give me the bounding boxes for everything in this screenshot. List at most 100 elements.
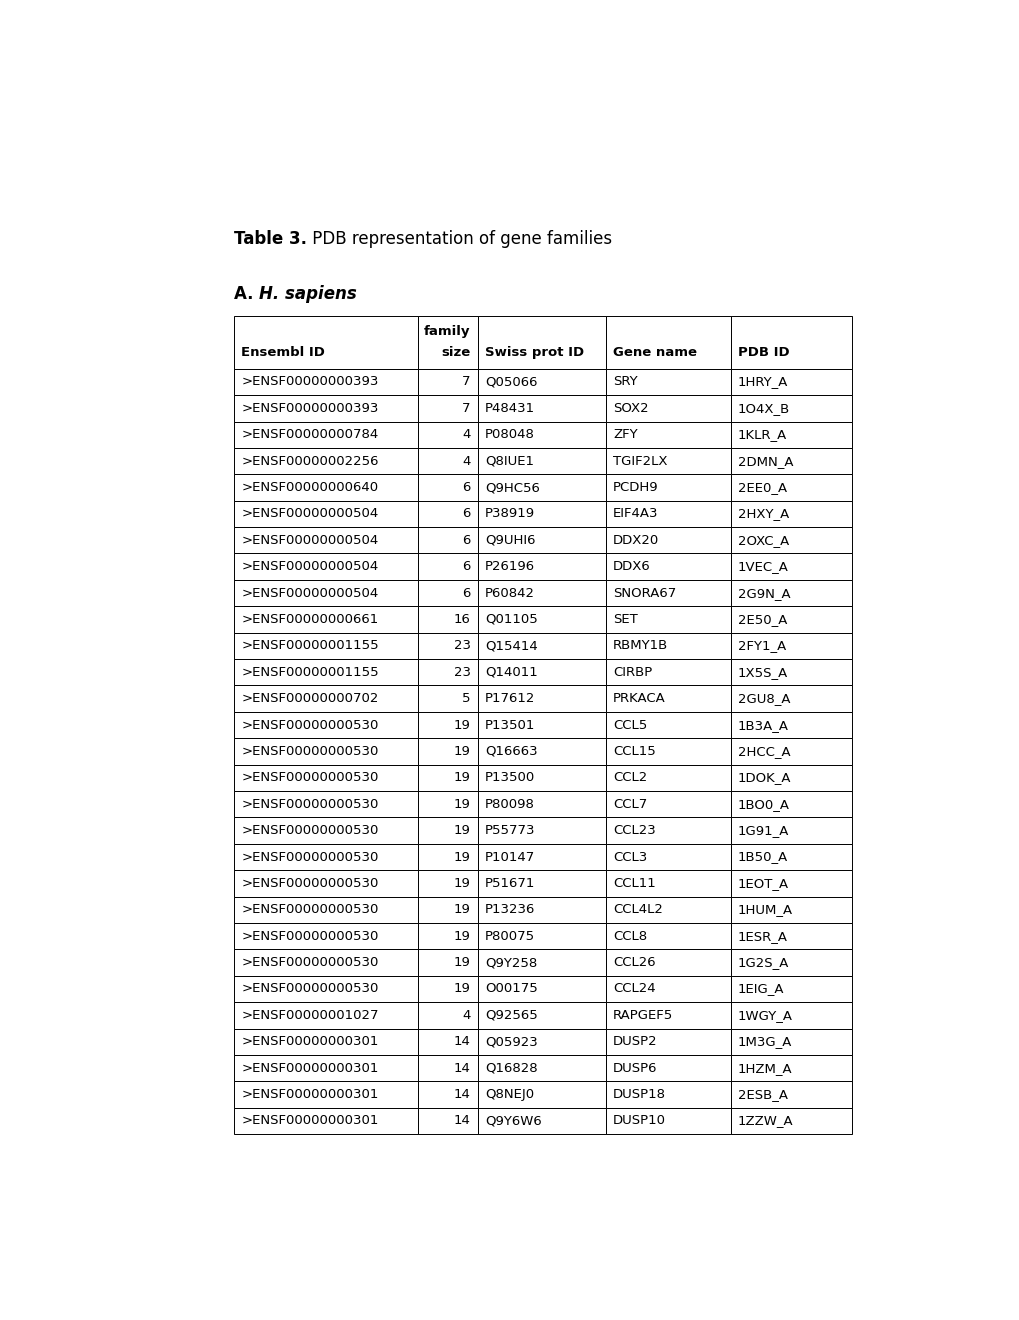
Bar [605, 395, 730, 421]
Bar [605, 1002, 730, 1028]
Text: >ENSF00000000504: >ENSF00000000504 [242, 533, 378, 546]
Text: P80075: P80075 [484, 929, 535, 942]
Bar [605, 975, 730, 1002]
Bar [234, 315, 418, 368]
Bar [730, 527, 852, 553]
Bar [605, 685, 730, 711]
Text: 7: 7 [462, 375, 470, 388]
Bar [418, 923, 477, 949]
Text: >ENSF00000000530: >ENSF00000000530 [242, 797, 378, 810]
Text: >ENSF00000001155: >ENSF00000001155 [242, 665, 379, 678]
Text: 14: 14 [453, 1061, 470, 1074]
Bar [605, 527, 730, 553]
Text: PCDH9: PCDH9 [612, 480, 658, 494]
Text: P48431: P48431 [484, 401, 535, 414]
Bar [234, 1028, 418, 1055]
Bar [477, 870, 605, 896]
Text: P51671: P51671 [484, 876, 535, 890]
Text: 2HCC_A: 2HCC_A [737, 744, 790, 758]
Text: SNORA67: SNORA67 [612, 586, 676, 599]
Bar [477, 1107, 605, 1134]
Text: size: size [441, 346, 470, 359]
Text: 19: 19 [453, 744, 470, 758]
Text: Q05923: Q05923 [484, 1035, 537, 1048]
Bar [234, 659, 418, 685]
Bar [477, 447, 605, 474]
Text: >ENSF00000000530: >ENSF00000000530 [242, 771, 378, 784]
Text: Q9UHI6: Q9UHI6 [484, 533, 535, 546]
Bar [234, 1055, 418, 1081]
Bar [730, 395, 852, 421]
Bar [418, 1107, 477, 1134]
Text: >ENSF00000000530: >ENSF00000000530 [242, 744, 378, 758]
Text: >ENSF00000000530: >ENSF00000000530 [242, 876, 378, 890]
Text: 1HZM_A: 1HZM_A [737, 1061, 792, 1074]
Bar [234, 368, 418, 395]
Text: DUSP10: DUSP10 [612, 1114, 665, 1127]
Bar [477, 764, 605, 791]
Bar [605, 1055, 730, 1081]
Bar [418, 447, 477, 474]
Text: CCL7: CCL7 [612, 797, 646, 810]
Bar [234, 896, 418, 923]
Text: P13236: P13236 [484, 903, 535, 916]
Bar [477, 949, 605, 975]
Text: CCL23: CCL23 [612, 824, 655, 837]
Bar [418, 949, 477, 975]
Text: Gene name: Gene name [612, 346, 696, 359]
Text: 2E50_A: 2E50_A [737, 612, 787, 626]
Text: Q92565: Q92565 [484, 1008, 537, 1022]
Text: H. sapiens: H. sapiens [259, 285, 357, 304]
Text: >ENSF00000000504: >ENSF00000000504 [242, 560, 378, 573]
Text: PDB representation of gene families: PDB representation of gene families [307, 230, 611, 248]
Bar [418, 1002, 477, 1028]
Bar [234, 975, 418, 1002]
Bar [605, 1107, 730, 1134]
Bar [234, 711, 418, 738]
Bar [730, 368, 852, 395]
Text: P38919: P38919 [484, 507, 535, 520]
Text: P80098: P80098 [484, 797, 534, 810]
Text: DUSP2: DUSP2 [612, 1035, 657, 1048]
Text: 1G91_A: 1G91_A [737, 824, 789, 837]
Text: P17612: P17612 [484, 692, 535, 705]
Bar [605, 817, 730, 843]
Text: >ENSF00000000702: >ENSF00000000702 [242, 692, 378, 705]
Bar [477, 975, 605, 1002]
Bar [234, 395, 418, 421]
Bar [418, 711, 477, 738]
Bar [477, 395, 605, 421]
Bar [418, 395, 477, 421]
Text: CCL8: CCL8 [612, 929, 646, 942]
Bar [234, 1107, 418, 1134]
Bar [605, 579, 730, 606]
Text: EIF4A3: EIF4A3 [612, 507, 657, 520]
Bar [477, 817, 605, 843]
Bar [418, 896, 477, 923]
Text: CCL26: CCL26 [612, 956, 655, 969]
Text: Q05066: Q05066 [484, 375, 537, 388]
Bar [605, 711, 730, 738]
Text: 14: 14 [453, 1088, 470, 1101]
Bar [730, 738, 852, 764]
Bar [605, 870, 730, 896]
Bar [730, 1081, 852, 1107]
Text: 6: 6 [462, 586, 470, 599]
Text: DDX6: DDX6 [612, 560, 650, 573]
Text: P13500: P13500 [484, 771, 535, 784]
Text: 2ESB_A: 2ESB_A [737, 1088, 787, 1101]
Bar [605, 553, 730, 579]
Text: 19: 19 [453, 982, 470, 995]
Bar [234, 870, 418, 896]
Text: Ensembl ID: Ensembl ID [242, 346, 325, 359]
Bar [418, 791, 477, 817]
Text: Q9Y6W6: Q9Y6W6 [484, 1114, 541, 1127]
Text: >ENSF00000000784: >ENSF00000000784 [242, 428, 378, 441]
Text: 1DOK_A: 1DOK_A [737, 771, 791, 784]
Bar [477, 500, 605, 527]
Bar [477, 685, 605, 711]
Bar [477, 711, 605, 738]
Bar [234, 553, 418, 579]
Text: 2GU8_A: 2GU8_A [737, 692, 790, 705]
Bar [418, 632, 477, 659]
